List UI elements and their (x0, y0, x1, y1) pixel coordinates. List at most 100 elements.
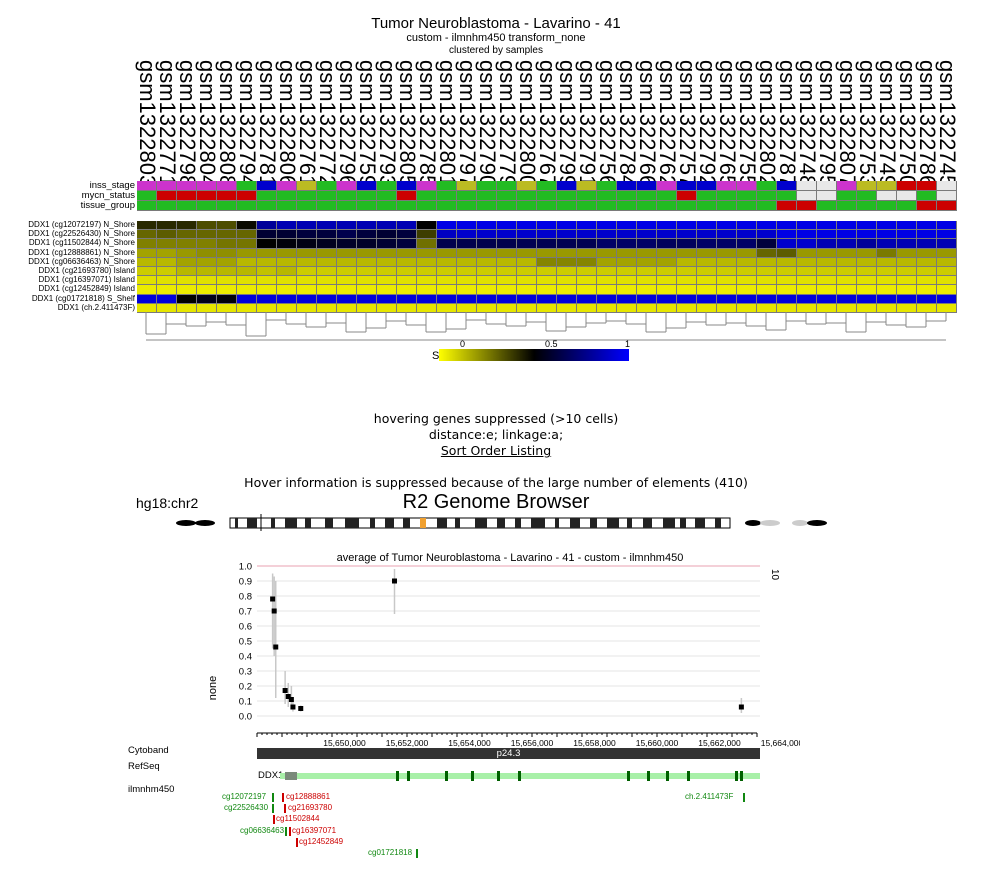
heatmap-cell[interactable] (917, 276, 937, 286)
heatmap-cell[interactable] (637, 239, 657, 249)
heatmap-cell[interactable] (477, 276, 497, 286)
heatmap-cell[interactable] (177, 276, 197, 286)
annotation-cell[interactable] (517, 191, 537, 201)
annotation-cell[interactable] (617, 201, 637, 211)
heatmap-cell[interactable] (237, 230, 257, 240)
heatmap-cell[interactable] (297, 267, 317, 277)
annotation-cell[interactable] (537, 181, 557, 191)
heatmap-cell[interactable] (837, 248, 857, 258)
heatmap-cell[interactable] (177, 248, 197, 258)
heatmap-cell[interactable] (657, 248, 677, 258)
heatmap-cell[interactable] (197, 230, 217, 240)
heatmap-cell[interactable] (817, 276, 837, 286)
sort-order-link[interactable]: Sort Order Listing (440, 443, 552, 458)
heatmap-cell[interactable] (757, 257, 777, 267)
annotation-cell[interactable] (677, 181, 697, 191)
heatmap-cell[interactable] (417, 230, 437, 240)
heatmap-cell[interactable] (857, 276, 877, 286)
probe-label-red[interactable]: cg12452849 (299, 837, 344, 846)
heatmap-cell[interactable] (277, 285, 297, 295)
heatmap-cell[interactable] (817, 294, 837, 304)
heatmap-cell[interactable] (377, 294, 397, 304)
cytoband-bar[interactable]: p24.3 (257, 748, 760, 759)
heatmap-cell[interactable] (497, 257, 517, 267)
heatmap-cell[interactable] (657, 230, 677, 240)
annotation-cell[interactable] (197, 181, 217, 191)
heatmap-cell[interactable] (177, 285, 197, 295)
annotation-cell[interactable] (517, 181, 537, 191)
heatmap-cell[interactable] (557, 248, 577, 258)
heatmap-cell[interactable] (137, 303, 157, 313)
heatmap-cell[interactable] (637, 285, 657, 295)
annotation-cell[interactable] (717, 181, 737, 191)
annotation-cell[interactable] (417, 191, 437, 201)
heatmap-cell[interactable] (877, 230, 897, 240)
heatmap-cell[interactable] (277, 303, 297, 313)
heatmap-cell[interactable] (197, 257, 217, 267)
heatmap-cell[interactable] (177, 303, 197, 313)
heatmap-cell[interactable] (337, 257, 357, 267)
annotation-cell[interactable] (577, 181, 597, 191)
heatmap-cell[interactable] (577, 285, 597, 295)
heatmap-cell[interactable] (317, 285, 337, 295)
heatmap-cell[interactable] (577, 248, 597, 258)
heatmap-cell[interactable] (757, 248, 777, 258)
heatmap-cell[interactable] (617, 230, 637, 240)
annotation-cell[interactable] (277, 201, 297, 211)
heatmap-cell[interactable] (337, 285, 357, 295)
heatmap-cell[interactable] (697, 239, 717, 249)
annotation-cell[interactable] (677, 191, 697, 201)
heatmap-cell[interactable] (857, 248, 877, 258)
heatmap-cell[interactable] (617, 257, 637, 267)
heatmap-cell[interactable] (177, 230, 197, 240)
heatmap-cell[interactable] (737, 294, 757, 304)
heatmap-cell[interactable] (657, 294, 677, 304)
heatmap-cell[interactable] (157, 230, 177, 240)
heatmap-cell[interactable] (257, 303, 277, 313)
heatmap-cell[interactable] (717, 267, 737, 277)
heatmap-cell[interactable] (397, 230, 417, 240)
heatmap-cell[interactable] (317, 230, 337, 240)
heatmap-cell[interactable] (757, 221, 777, 231)
heatmap-cell[interactable] (897, 221, 917, 231)
heatmap-cell[interactable] (617, 267, 637, 277)
heatmap-cell[interactable] (357, 221, 377, 231)
heatmap-cell[interactable] (557, 267, 577, 277)
annotation-cell[interactable] (697, 181, 717, 191)
heatmap-cell[interactable] (497, 285, 517, 295)
annotation-cell[interactable] (177, 191, 197, 201)
annotation-cell[interactable] (797, 201, 817, 211)
heatmap-cell[interactable] (777, 239, 797, 249)
annotation-cell[interactable] (777, 181, 797, 191)
heatmap-cell[interactable] (357, 285, 377, 295)
heatmap-cell[interactable] (657, 285, 677, 295)
heatmap-cell[interactable] (317, 267, 337, 277)
heatmap-cell[interactable] (657, 276, 677, 286)
heatmap-cell[interactable] (537, 276, 557, 286)
heatmap-cell[interactable] (217, 230, 237, 240)
heatmap-cell[interactable] (197, 303, 217, 313)
heatmap-cell[interactable] (497, 230, 517, 240)
heatmap-cell[interactable] (257, 248, 277, 258)
data-point[interactable] (270, 596, 276, 602)
heatmap-cell[interactable] (677, 230, 697, 240)
heatmap-cell[interactable] (737, 285, 757, 295)
heatmap-cell[interactable] (277, 257, 297, 267)
heatmap-cell[interactable] (497, 267, 517, 277)
heatmap-cell[interactable] (137, 239, 157, 249)
heatmap-cell[interactable] (937, 221, 957, 231)
annotation-cell[interactable] (257, 201, 277, 211)
heatmap-cell[interactable] (917, 230, 937, 240)
heatmap-cell[interactable] (897, 239, 917, 249)
heatmap-cell[interactable] (737, 248, 757, 258)
annotation-cell[interactable] (417, 181, 437, 191)
heatmap-cell[interactable] (197, 221, 217, 231)
heatmap-cell[interactable] (877, 267, 897, 277)
heatmap-cell[interactable] (317, 239, 337, 249)
probe-label-red[interactable]: cg16397071 (292, 826, 337, 835)
annotation-cell[interactable] (577, 201, 597, 211)
heatmap-cell[interactable] (677, 303, 697, 313)
heatmap-cell[interactable] (217, 221, 237, 231)
heatmap-cell[interactable] (517, 294, 537, 304)
heatmap-cell[interactable] (677, 239, 697, 249)
